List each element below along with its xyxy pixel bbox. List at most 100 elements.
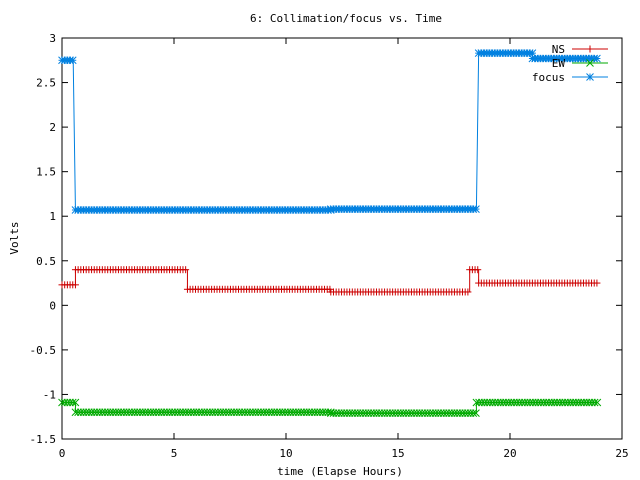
data-point [502,398,510,407]
series-markers-ns [58,266,601,296]
data-point [182,266,190,274]
data-point [437,409,445,418]
data-point [300,408,308,417]
data-point [569,398,578,407]
data-point [547,398,556,407]
data-point [474,266,482,274]
data-point [402,409,410,418]
data-point [555,398,564,407]
data-point [246,408,255,417]
data-point [539,398,548,407]
data-point [410,409,418,418]
data-point [192,408,201,417]
data-point [545,398,553,407]
data-point [157,408,166,417]
data-point [187,408,195,417]
data-point [531,398,540,407]
data-point [507,398,516,407]
data-point [488,398,497,407]
data-point [343,409,351,418]
series-layer [58,49,602,418]
data-point [491,398,500,407]
y-tick-label: -0.5 [30,344,57,357]
data-point [445,409,453,418]
data-point [383,409,392,418]
data-point [461,409,470,418]
data-point [399,409,408,418]
data-point [136,408,144,417]
y-tick-label: 0.5 [36,255,56,268]
data-point [472,398,481,407]
data-point [391,409,400,418]
y-tick-label: -1 [43,388,56,401]
data-point [442,409,451,418]
data-point [396,409,405,418]
data-point [98,408,107,417]
data-point [499,398,508,407]
data-point [431,409,440,418]
data-point [224,408,233,417]
y-tick-label: 2 [49,121,56,134]
data-point [464,288,472,296]
data-point [281,408,289,417]
data-point [270,408,279,417]
data-point [66,398,74,407]
x-tick-label: 25 [615,447,628,460]
data-point [372,409,381,418]
data-point [60,398,69,407]
x-tick-label: 5 [171,447,178,460]
data-point [181,408,190,417]
data-point [375,409,384,418]
series-ns [58,266,601,296]
data-point [472,205,480,213]
data-point [369,409,378,418]
data-point [313,408,322,417]
data-point [523,398,532,407]
data-point [82,408,91,417]
data-point [238,408,246,417]
data-point [353,409,362,418]
data-point [173,408,182,417]
data-point [585,398,594,407]
data-point [165,408,174,417]
data-point [421,409,429,418]
x-tick-label: 20 [503,447,516,460]
data-point [257,408,265,417]
data-point [423,409,432,418]
data-point [305,408,314,417]
data-point [101,408,109,417]
data-point [380,409,389,418]
data-point [176,408,185,417]
data-point [542,398,551,407]
data-point [485,398,494,407]
data-point [361,409,370,418]
y-axis-label: Volts [8,221,21,254]
data-point [71,408,80,417]
data-point [117,408,125,417]
data-point [415,409,424,418]
data-point [458,409,467,418]
y-tick-label: 3 [49,32,56,45]
data-point [262,408,271,417]
data-point [553,398,561,407]
data-point [68,398,77,407]
data-point [407,409,416,418]
data-point [477,398,486,407]
data-point [103,408,112,417]
data-point [439,409,448,418]
data-point [566,398,575,407]
data-point [184,408,193,417]
data-point [68,56,77,65]
data-point [265,408,273,417]
data-point [332,409,341,418]
y-tick-label: 2.5 [36,77,56,90]
legend-marker-ew [586,59,594,67]
data-point [394,409,402,418]
data-point [189,408,198,417]
data-point [267,408,276,417]
data-point [138,408,147,417]
y-tick-label: -1.5 [30,433,57,446]
data-point [404,409,413,418]
data-point [162,408,171,417]
